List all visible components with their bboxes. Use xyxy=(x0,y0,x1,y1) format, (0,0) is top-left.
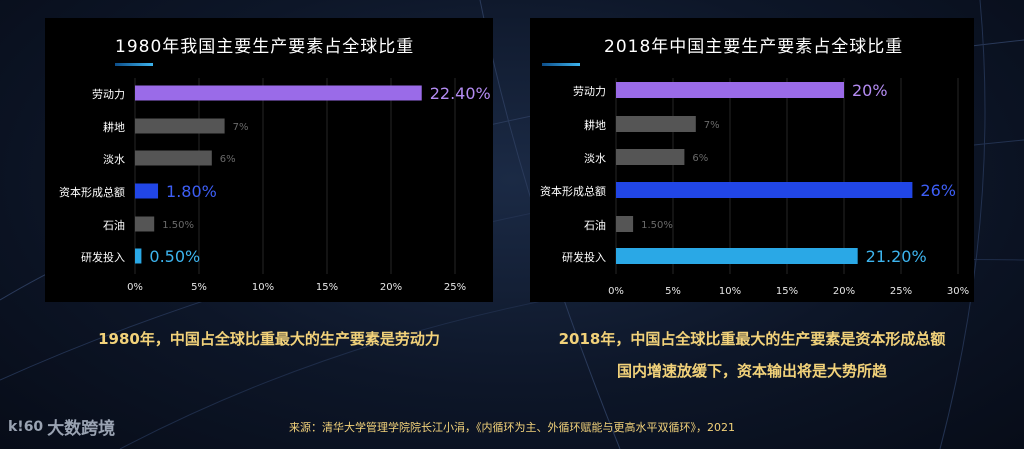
bar xyxy=(135,248,142,264)
category-label: 石油 xyxy=(584,218,606,232)
value-label: 0.50% xyxy=(149,247,200,266)
bar xyxy=(616,216,634,232)
category-label: 资本形成总额 xyxy=(540,184,606,198)
value-label: 1.80% xyxy=(166,182,217,201)
caption-2018: 2018年，中国占全球比重最大的生产要素是资本形成总额 xyxy=(558,330,946,348)
value-label: 7% xyxy=(233,122,249,133)
chart-title-1980: 1980年我国主要生产要素占全球比重 xyxy=(115,37,415,57)
value-label: 7% xyxy=(704,120,720,131)
value-label: 1.50% xyxy=(162,220,194,231)
title-accent-bar xyxy=(542,63,580,66)
x-tick-label: 0% xyxy=(608,286,624,297)
x-tick-label: 30% xyxy=(947,286,969,297)
bar xyxy=(135,85,422,101)
bar xyxy=(616,248,858,264)
value-label: 6% xyxy=(220,154,236,165)
x-tick-label: 25% xyxy=(890,286,912,297)
category-label: 研发投入 xyxy=(562,250,606,264)
category-label: 耕地 xyxy=(103,120,125,134)
x-tick-label: 20% xyxy=(833,286,855,297)
category-label: 资本形成总额 xyxy=(59,185,125,199)
x-tick-label: 15% xyxy=(776,286,798,297)
chart-panel-2018: 2018年中国主要生产要素占全球比重 0% 5% 10% 15% 20% 25% 30% 劳动… xyxy=(530,18,974,302)
bar xyxy=(135,216,155,232)
bar xyxy=(135,118,225,134)
source-note: 来源：清华大学管理学院院长江小涓，《内循环为主、外循环赋能与更高水平双循环》，2… xyxy=(289,421,735,434)
bar xyxy=(616,116,696,132)
title-accent-bar xyxy=(115,63,153,66)
bar-chart-2018: 0% 5% 10% 15% 20% 25% 30% 劳动力 20% 耕地 7% 淡水 6% 资本形成总额 2… xyxy=(540,78,969,297)
chart-panel-1980: 1980年我国主要生产要素占全球比重 0% 5% 10% 15% 20% 25% 劳动力 22… xyxy=(45,18,493,302)
caption-1980: 1980年，中国占全球比重最大的生产要素是劳动力 xyxy=(98,330,440,348)
x-tick-label: 15% xyxy=(316,282,338,293)
x-tick-label: 5% xyxy=(191,282,207,293)
bar xyxy=(135,150,212,166)
category-label: 劳动力 xyxy=(573,85,606,98)
bar xyxy=(616,182,913,198)
x-tick-label: 20% xyxy=(380,282,402,293)
bar xyxy=(616,149,685,165)
category-label: 研发投入 xyxy=(81,250,125,264)
x-tick-label: 25% xyxy=(444,282,466,293)
chart-title-2018: 2018年中国主要生产要素占全球比重 xyxy=(604,37,904,57)
category-label: 劳动力 xyxy=(92,88,125,101)
value-label: 1.50% xyxy=(641,220,673,231)
category-label: 耕地 xyxy=(584,118,606,132)
x-tick-label: 5% xyxy=(665,286,681,297)
x-tick-label: 0% xyxy=(127,282,143,293)
logo-mark: k!60 xyxy=(8,418,44,435)
x-tick-label: 10% xyxy=(719,286,741,297)
category-label: 淡水 xyxy=(103,153,125,166)
bar-chart-1980: 0% 5% 10% 15% 20% 25% 劳动力 22.40% 耕地 7% 淡水 6% 资本形成总额 1… xyxy=(59,78,491,293)
bar xyxy=(616,82,844,98)
value-label: 6% xyxy=(692,153,708,164)
brand-logo: k!60 大数跨境 xyxy=(8,414,116,440)
subcaption-2018: 国内增速放缓下，资本输出将是大势所趋 xyxy=(616,362,887,380)
category-label: 淡水 xyxy=(584,152,606,165)
category-label: 石油 xyxy=(103,218,125,232)
value-label: 26% xyxy=(920,181,956,200)
value-label: 21.20% xyxy=(866,247,927,266)
x-tick-label: 10% xyxy=(252,282,274,293)
value-label: 22.40% xyxy=(430,84,491,103)
logo-text: 大数跨境 xyxy=(47,419,116,439)
bar xyxy=(135,183,159,199)
value-label: 20% xyxy=(852,81,888,100)
